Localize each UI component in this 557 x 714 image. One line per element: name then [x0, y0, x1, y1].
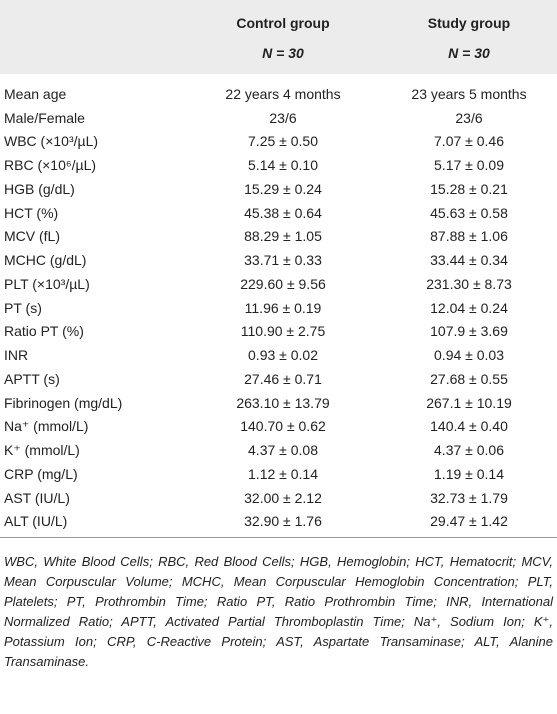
header-row: Control group Study group	[0, 0, 557, 37]
row-label: PLT (×10³/µL)	[4, 275, 90, 292]
cell-value: 27.46 ± 0.71	[244, 370, 322, 387]
cell-value: 4.37 ± 0.08	[248, 442, 318, 459]
cell-value: 32.90 ± 1.76	[185, 509, 381, 539]
cell-value: 229.60 ± 9.56	[240, 275, 326, 292]
row-label: HCT (%)	[4, 204, 59, 221]
row-label: HGB (g/dL)	[4, 180, 75, 197]
cell-value: 11.96 ± 0.19	[244, 299, 322, 316]
row-label: K⁺ (mmol/L)	[4, 441, 80, 458]
table-row: HCT (%) 45.38 ± 0.64 45.63 ± 0.58	[0, 201, 557, 225]
row-label: Mean age	[4, 85, 67, 102]
cell-value: 15.29 ± 0.24	[244, 180, 322, 197]
table-row: K⁺ (mmol/L) 4.37 ± 0.08 4.37 ± 0.06	[0, 438, 557, 462]
cell-value: 7.25 ± 0.50	[248, 133, 318, 150]
table-row: PLT (×10³/µL) 229.60 ± 9.56 231.30 ± 8.73	[0, 272, 557, 296]
header-cell	[0, 0, 185, 37]
cell-value: 22 years 4 months	[225, 85, 341, 102]
cell-value: 87.88 ± 1.06	[430, 228, 508, 245]
table-row: AST (IU/L) 32.00 ± 2.12 32.73 ± 1.79	[0, 486, 557, 510]
table-row: MCV (fL) 88.29 ± 1.05 87.88 ± 1.06	[0, 225, 557, 249]
cell-value: 33.44 ± 0.34	[430, 252, 508, 269]
footnote: WBC, White Blood Cells; RBC, Red Blood C…	[4, 554, 553, 670]
table-row: CRP (mg/L) 1.12 ± 0.14 1.19 ± 0.14	[0, 462, 557, 486]
table-row: MCHC (g/dL) 33.71 ± 0.33 33.44 ± 0.34	[0, 248, 557, 272]
table-header: Control group Study group N = 30 N = 30	[0, 0, 557, 74]
cell-value: 5.14 ± 0.10	[248, 157, 318, 174]
cell-value: 23/6	[269, 109, 297, 126]
group-title: Study group	[427, 14, 511, 31]
data-table: Control group Study group N = 30 N = 30 Mea…	[0, 0, 557, 539]
header-cell	[0, 37, 185, 74]
cell-value: 12.04 ± 0.24	[430, 299, 508, 316]
row-label: ALT (IU/L)	[0, 509, 185, 539]
row-label: Na⁺ (mmol/L)	[4, 417, 89, 434]
cell-value: 45.38 ± 0.64	[244, 204, 322, 221]
table-row: Male/Female 23/6 23/6	[0, 106, 557, 130]
cell-value: 140.4 ± 0.40	[430, 418, 508, 435]
cell-value: 110.90 ± 2.75	[240, 323, 326, 340]
table-row: ALT (IU/L) 32.90 ± 1.76 29.47 ± 1.42	[0, 509, 557, 539]
row-label: CRP (mg/L)	[4, 465, 78, 482]
row-label: RBC (×10⁶/µL)	[4, 157, 97, 174]
table-row: WBC (×10³/µL) 7.25 ± 0.50 7.07 ± 0.46	[0, 130, 557, 154]
cell-value: 15.28 ± 0.21	[430, 180, 508, 197]
row-label: INR	[4, 347, 29, 364]
table-row: APTT (s) 27.46 ± 0.71 27.68 ± 0.55	[0, 367, 557, 391]
row-label: AST (IU/L)	[4, 489, 70, 506]
row-label: PT (s)	[4, 299, 42, 316]
table-row: Mean age 22 years 4 months 23 years 5 mont…	[0, 74, 557, 106]
table-row: Fibrinogen (mg/dL) 263.10 ± 13.79 267.1 ± …	[0, 391, 557, 415]
group-title: Control group	[236, 14, 330, 31]
row-label: APTT (s)	[4, 370, 60, 387]
cell-value: 23/6	[455, 109, 483, 126]
cell-value: 88.29 ± 1.05	[244, 228, 322, 245]
cell-value: 33.71 ± 0.33	[244, 252, 322, 269]
row-label: Ratio PT (%)	[4, 323, 84, 340]
table-row: INR 0.93 ± 0.02 0.94 ± 0.03	[0, 343, 557, 367]
header-row: N = 30 N = 30	[0, 37, 557, 74]
cell-value: 140.70 ± 0.62	[240, 418, 326, 435]
cell-value: 4.37 ± 0.06	[434, 442, 504, 459]
row-label: MCHC (g/dL)	[4, 252, 87, 269]
row-label: MCV (fL)	[4, 228, 60, 245]
table-row: Na⁺ (mmol/L) 140.70 ± 0.62 140.4 ± 0.40	[0, 415, 557, 439]
table-body: Mean age 22 years 4 months 23 years 5 mont…	[0, 74, 557, 539]
row-label: WBC (×10³/µL)	[4, 133, 99, 150]
cell-value: 231.30 ± 8.73	[426, 275, 512, 292]
cell-value: 5.17 ± 0.09	[434, 157, 504, 174]
cell-value: 32.73 ± 1.79	[430, 489, 508, 506]
cell-value: 1.12 ± 0.14	[248, 465, 318, 482]
cell-value: 29.47 ± 1.42	[381, 509, 557, 539]
cell-value: 263.10 ± 13.79	[236, 394, 330, 411]
cell-value: 45.63 ± 0.58	[430, 204, 508, 221]
table-row: Ratio PT (%) 110.90 ± 2.75 107.9 ± 3.69	[0, 320, 557, 344]
table-row: PT (s) 11.96 ± 0.19 12.04 ± 0.24	[0, 296, 557, 320]
table-row: HGB (g/dL) 15.29 ± 0.24 15.28 ± 0.21	[0, 177, 557, 201]
cell-value: 32.00 ± 2.12	[244, 489, 322, 506]
row-label: Fibrinogen (mg/dL)	[4, 394, 123, 411]
cell-value: 1.19 ± 0.14	[434, 465, 504, 482]
table-row: RBC (×10⁶/µL) 5.14 ± 0.10 5.17 ± 0.09	[0, 153, 557, 177]
group-size: N = 30	[448, 44, 490, 61]
cell-value: 107.9 ± 3.69	[430, 323, 508, 340]
cell-value: 27.68 ± 0.55	[430, 370, 508, 387]
cell-value: 0.94 ± 0.03	[434, 347, 504, 364]
cell-value: 23 years 5 months	[411, 85, 527, 102]
cell-value: 0.93 ± 0.02	[248, 347, 318, 364]
row-label: Male/Female	[4, 109, 85, 126]
group-size: N = 30	[262, 44, 304, 61]
cell-value: 267.1 ± 10.19	[426, 394, 512, 411]
cell-value: 7.07 ± 0.46	[434, 133, 504, 150]
